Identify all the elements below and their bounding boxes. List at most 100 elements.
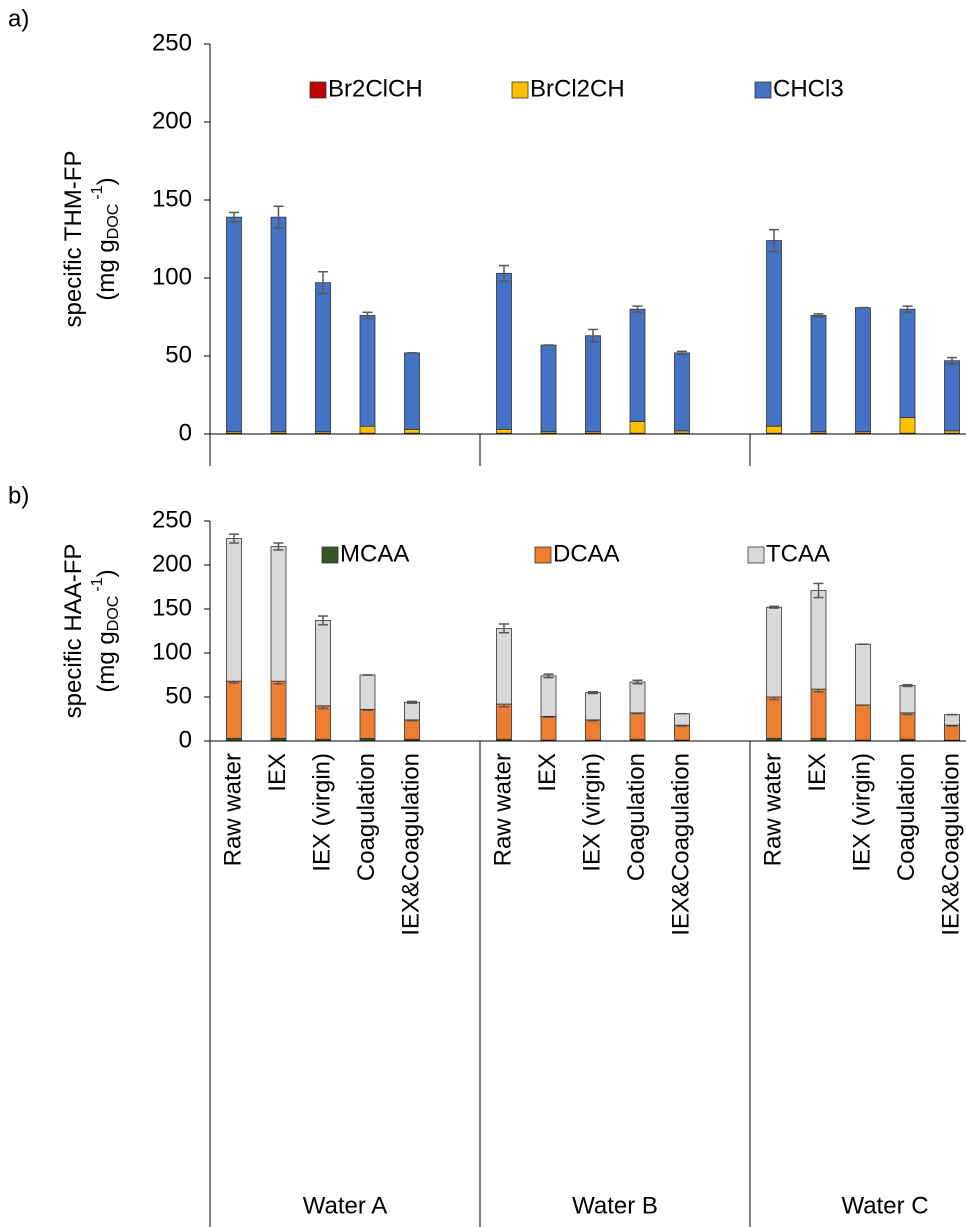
bar-segment — [496, 428, 512, 434]
legend-label: CHCl3 — [773, 75, 844, 102]
bar-segment — [899, 685, 916, 714]
x-tick-label: IEX (virgin) — [308, 753, 335, 872]
legend-swatch — [309, 81, 327, 99]
legend-label: DCAA — [553, 540, 620, 567]
group-label: Water A — [303, 1192, 387, 1219]
y-tick-label: 250 — [152, 506, 192, 533]
bar-segment — [496, 703, 512, 740]
error-bar — [407, 700, 417, 704]
error-bar — [362, 311, 373, 320]
bar-segment — [855, 307, 871, 433]
bar-segment — [944, 360, 960, 432]
legend-swatch — [747, 546, 765, 564]
bar-segment — [359, 708, 376, 739]
group-label: Water C — [841, 1192, 928, 1219]
error-bar — [902, 305, 913, 314]
legend-swatch — [511, 81, 529, 99]
y-axis-label-superscript: -1 — [89, 185, 106, 199]
error-bar — [769, 605, 779, 609]
bar-segment — [404, 719, 420, 740]
bar-segment — [404, 352, 420, 430]
y-axis-label-subscript: DOC — [105, 596, 122, 632]
bar-segment — [629, 421, 646, 434]
legend-swatch — [321, 546, 339, 564]
bar-segment — [629, 681, 646, 714]
x-tick-label: Raw water — [489, 753, 516, 866]
x-tick-label: IEX&Coagulation — [937, 753, 964, 936]
error-bar — [499, 623, 509, 634]
error-bar — [769, 228, 779, 253]
y-axis-label-text: ) — [93, 177, 120, 185]
bar-segment — [226, 680, 242, 739]
bar-segment — [359, 425, 376, 434]
bar-segment — [270, 546, 287, 682]
y-tick-label: 0 — [179, 419, 192, 446]
x-tick-label: Coagulation — [623, 753, 650, 881]
y-axis-label-text: (mg g — [93, 239, 120, 300]
error-bar — [543, 673, 554, 679]
error-bar — [677, 350, 687, 356]
error-bar — [273, 542, 284, 551]
y-tick-label: 50 — [165, 341, 192, 368]
bar-segment — [899, 308, 916, 419]
y-axis-label: (mg gDOC -1) — [89, 569, 122, 692]
bar-segment — [855, 704, 871, 741]
x-tick-label: Raw water — [759, 753, 786, 866]
error-bar — [499, 264, 509, 282]
error-bar — [947, 356, 957, 365]
legend-label: Br2ClCH — [328, 75, 423, 102]
legend-swatch — [754, 81, 772, 99]
x-tick-label: Coagulation — [893, 753, 920, 881]
panel-label: a) — [8, 5, 29, 32]
y-axis-label-subscript: DOC — [105, 204, 122, 240]
bar-segment — [944, 724, 960, 741]
bar-segment — [315, 282, 331, 433]
bar-segment — [496, 272, 512, 430]
x-tick-label: IEX (virgin) — [578, 753, 605, 872]
error-bar — [813, 313, 824, 318]
legend-label: MCAA — [340, 540, 409, 567]
bar-segment — [270, 216, 287, 433]
error-bar — [318, 615, 328, 626]
error-bar — [229, 211, 239, 223]
bar-segment — [496, 627, 512, 705]
bar-segment — [540, 715, 557, 741]
y-axis-label: specific HAA-FP — [60, 544, 87, 719]
bar-segment — [766, 240, 782, 427]
legend-label: TCAA — [766, 540, 830, 567]
bar-segment — [674, 352, 690, 432]
bar-segment — [855, 643, 871, 706]
x-tick-label: IEX — [804, 753, 831, 792]
x-tick-label: IEX&Coagulation — [397, 753, 424, 936]
x-tick-label: IEX&Coagulation — [667, 753, 694, 936]
bar-segment — [810, 688, 827, 739]
bar-segment — [585, 335, 601, 433]
bar-segment — [359, 315, 376, 427]
y-tick-label: 150 — [152, 594, 192, 621]
bar-segment — [899, 417, 916, 434]
error-bar — [902, 683, 913, 688]
y-tick-label: 100 — [152, 638, 192, 665]
bar-segment — [629, 712, 646, 740]
y-tick-label: 100 — [152, 263, 192, 290]
bar-segment — [899, 712, 916, 740]
x-tick-label: Raw water — [219, 753, 246, 866]
bar-segment — [315, 705, 331, 740]
bar-segment — [810, 590, 827, 690]
bar-segment — [540, 344, 557, 433]
error-bar — [273, 205, 284, 229]
y-tick-label: 50 — [165, 682, 192, 709]
error-bar — [813, 582, 824, 599]
y-tick-label: 200 — [152, 107, 192, 134]
bar-segment — [540, 675, 557, 717]
y-tick-label: 250 — [152, 29, 192, 56]
bar-segment — [226, 216, 242, 433]
y-axis-label-superscript: -1 — [89, 577, 106, 591]
y-tick-label: 150 — [152, 185, 192, 212]
y-tick-label: 200 — [152, 550, 192, 577]
error-bar — [588, 690, 598, 695]
group-label: Water B — [572, 1192, 658, 1219]
bar-segment — [585, 719, 601, 741]
